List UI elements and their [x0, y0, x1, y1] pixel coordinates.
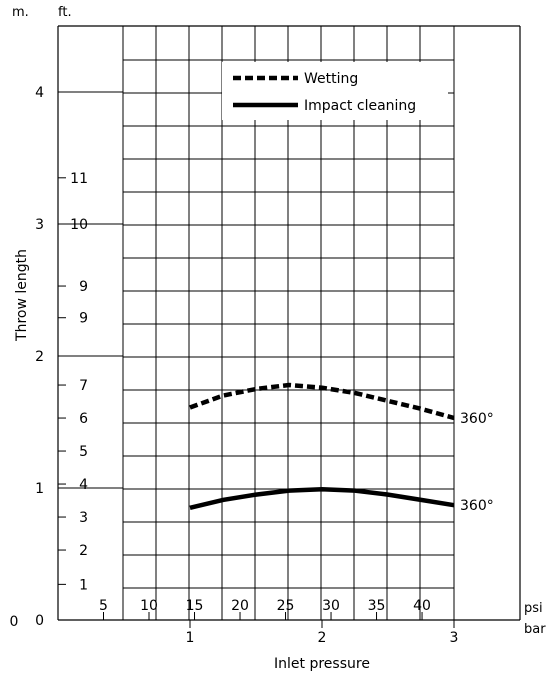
- x-axis-title: Inlet pressure: [274, 656, 370, 672]
- x-tick-label-bar: 1: [186, 630, 195, 646]
- legend: Wetting Impact cleaning: [222, 62, 448, 120]
- y-tick-label-m: 4: [35, 85, 44, 101]
- x-tick-label-psi: 25: [277, 598, 295, 614]
- y-tick-label-m: 2: [35, 349, 44, 365]
- series-line-wetting: [189, 382, 455, 421]
- y-tick-label-ft: 4: [79, 477, 88, 493]
- y-tick-label-ft: 3: [79, 510, 88, 526]
- series-end-label: 360°: [460, 498, 494, 514]
- y-tick-label-ft: 5: [79, 444, 88, 460]
- y-tick-label-ft: 2: [79, 543, 88, 559]
- y-tick-label-ft: 7: [79, 378, 88, 394]
- x-tick-label-psi: 35: [368, 598, 386, 614]
- x-tick-label-psi: 30: [322, 598, 340, 614]
- x-unit-primary: bar: [524, 622, 546, 637]
- x-tick-label-bar: 0: [10, 614, 19, 630]
- y-tick-label-m: 3: [35, 217, 44, 233]
- y-tick-label-ft: 11: [70, 171, 88, 187]
- x-tick-label-psi: 10: [140, 598, 158, 614]
- y-axis-title: Throw length: [14, 249, 30, 342]
- y-unit-secondary: ft.: [58, 5, 72, 20]
- x-tick-label-bar: 2: [318, 630, 327, 646]
- y-tick-label-ft: 9: [79, 311, 88, 327]
- y-unit-primary: m.: [12, 5, 29, 20]
- legend-label-wetting: Wetting: [304, 71, 358, 87]
- y-tick-label-ft: 9: [79, 279, 88, 295]
- y-tick-label-ft: 1: [79, 577, 88, 593]
- x-tick-label-psi: 15: [186, 598, 204, 614]
- series: 360° 360°: [189, 382, 494, 514]
- x-unit-secondary: psi: [524, 601, 543, 616]
- series-end-label: 360°: [460, 411, 494, 427]
- series-line-impact-cleaning: [189, 487, 455, 510]
- x-tick-label-psi: 20: [231, 598, 249, 614]
- y-tick-label-ft: 10: [70, 217, 88, 233]
- x-tick-label-bar: 3: [450, 630, 459, 646]
- x-tick-label-psi: 40: [413, 598, 431, 614]
- legend-label-impact-cleaning: Impact cleaning: [304, 98, 416, 114]
- y-tick-label-m: 0: [35, 613, 44, 629]
- y-tick-label-m: 1: [35, 481, 44, 497]
- y-tick-label-ft: 6: [79, 411, 88, 427]
- x-tick-label-psi: 5: [99, 598, 108, 614]
- legend-background: [222, 62, 448, 120]
- chart-frame: [57, 25, 521, 621]
